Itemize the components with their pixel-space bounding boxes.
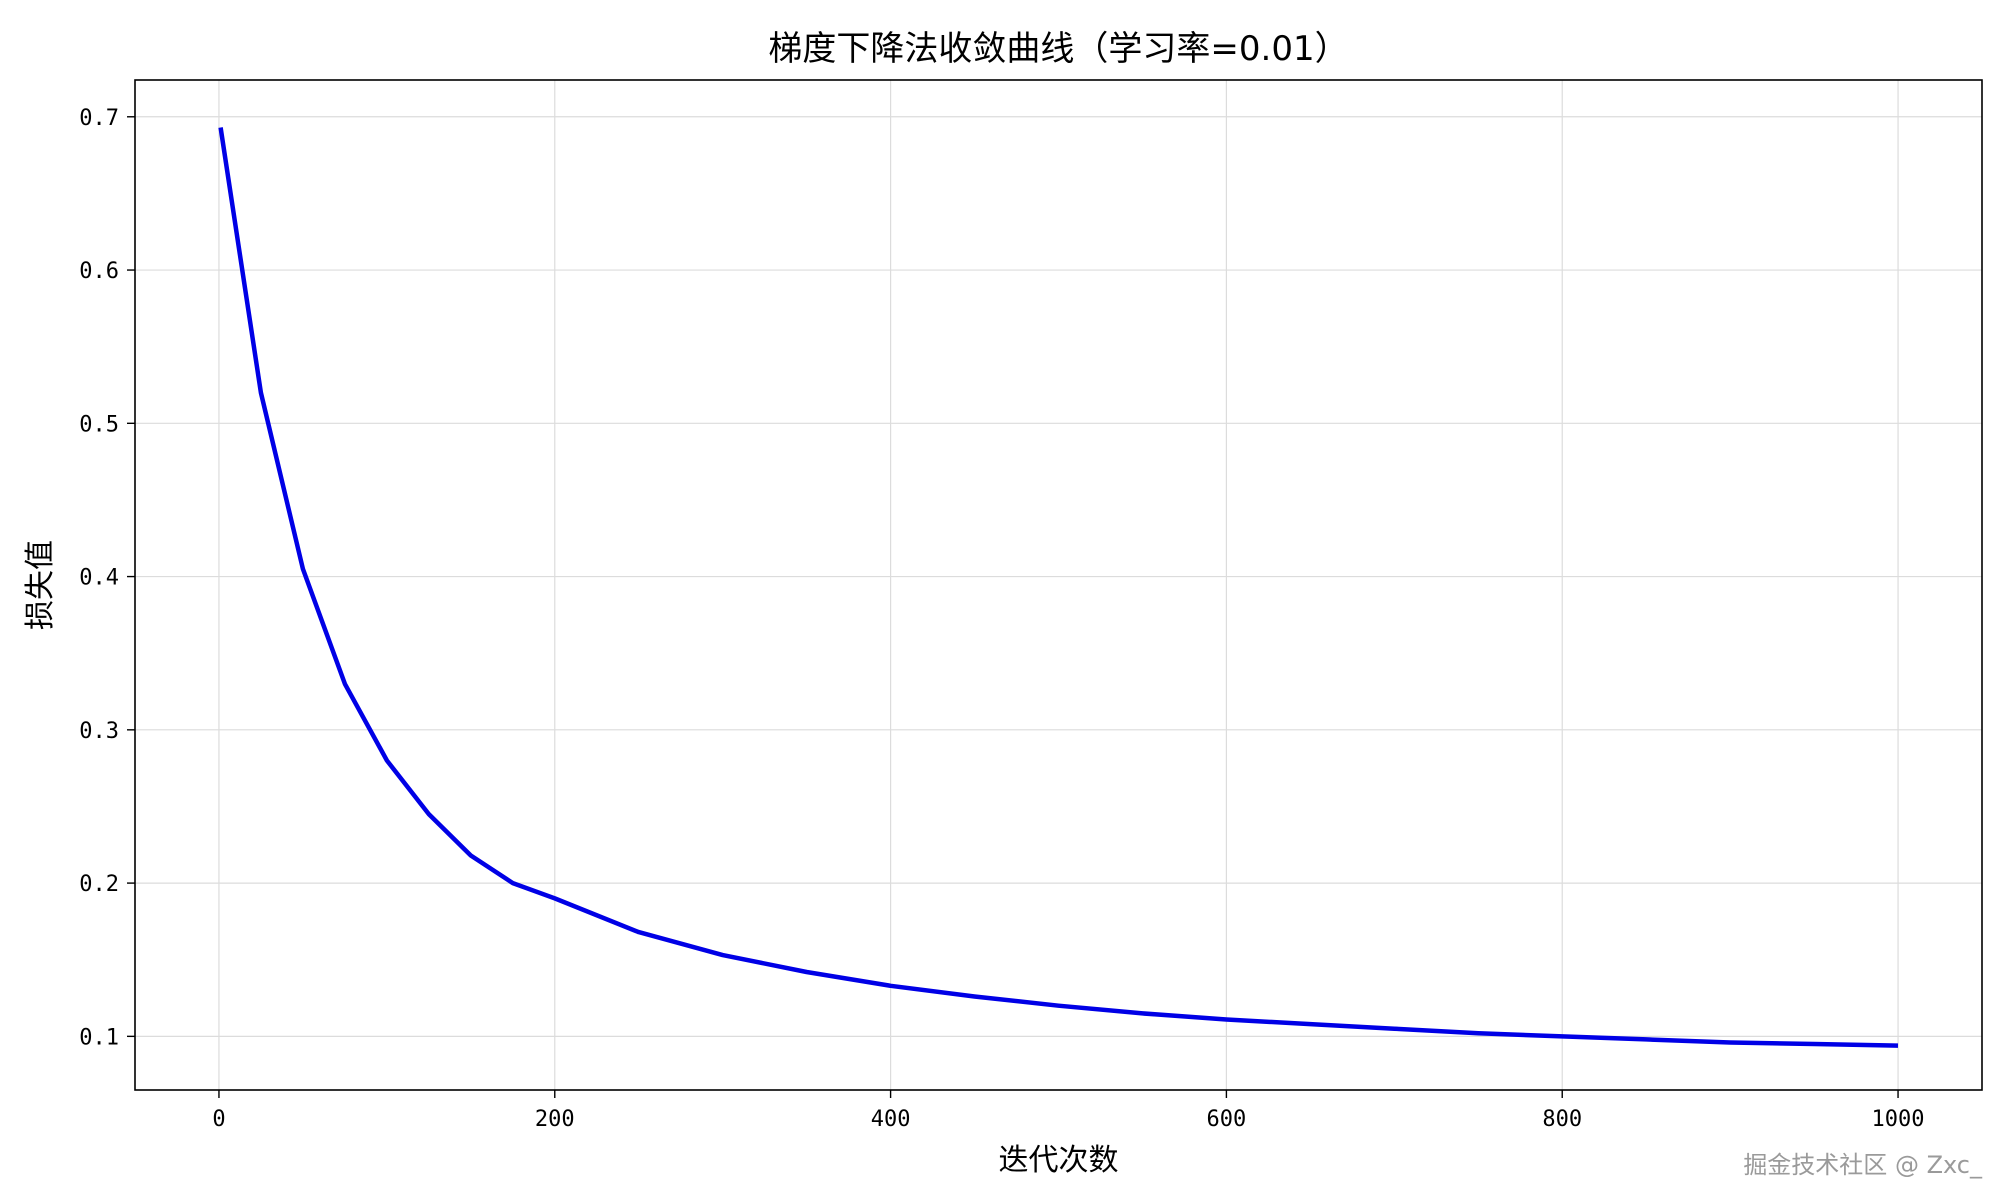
x-tick-label: 400 (871, 1107, 911, 1132)
watermark: 掘金技术社区 @ Zxc_ (1743, 1151, 1983, 1179)
y-tick-label: 0.6 (79, 259, 119, 284)
x-tick-label: 1000 (1872, 1107, 1925, 1132)
x-axis-label: 迭代次数 (999, 1143, 1119, 1178)
x-tick-label: 0 (212, 1107, 225, 1132)
y-tick-label: 0.7 (79, 106, 119, 131)
chart-title: 梯度下降法收敛曲线（学习率=0.01） (768, 29, 1348, 69)
x-tick-label: 800 (1542, 1107, 1582, 1132)
plot-area (218, 127, 1899, 1048)
y-axis: 0.1 0.2 0.3 0.4 0.5 0.6 0.7 (79, 106, 135, 1050)
grid (135, 80, 1982, 1090)
x-tick-label: 600 (1207, 1107, 1247, 1132)
y-tick-label: 0.2 (79, 872, 119, 897)
y-tick-label: 0.3 (79, 719, 119, 744)
y-axis-label: 损失值 (23, 540, 58, 630)
y-tick-label: 0.1 (79, 1025, 119, 1050)
series-line (218, 127, 1899, 1048)
y-tick-label: 0.5 (79, 412, 119, 437)
x-tick-label: 200 (535, 1107, 575, 1132)
plot-frame (134, 79, 1983, 1091)
x-axis: 0 200 400 600 800 1000 (212, 1090, 1925, 1132)
y-tick-label: 0.4 (79, 566, 119, 591)
